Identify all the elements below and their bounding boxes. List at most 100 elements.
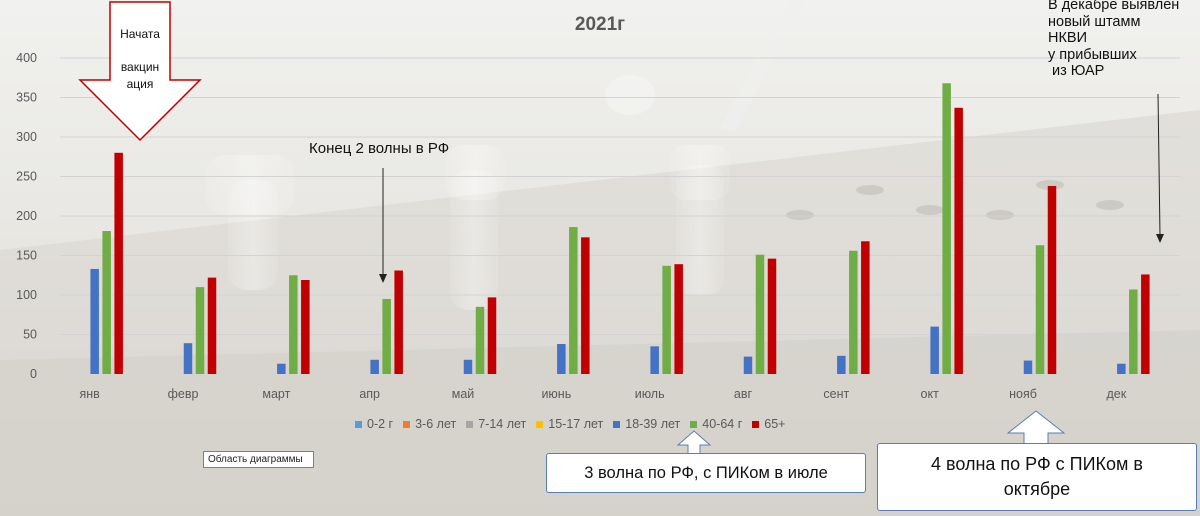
legend-label: 15-17 лет — [548, 417, 604, 431]
y-tick-label: 300 — [16, 130, 37, 144]
y-tick-label: 0 — [30, 367, 37, 381]
bar-4064-5 — [569, 227, 578, 374]
bar-1839-8 — [837, 355, 846, 374]
bar-65+-2 — [301, 279, 310, 374]
bar-4064-1 — [195, 287, 205, 374]
bar-4064-7 — [755, 254, 765, 374]
x-tick-label: апр — [359, 387, 380, 401]
vaccination-label-line2: вакцин — [121, 60, 159, 74]
december-note-line5: из ЮАР — [1048, 63, 1105, 79]
legend-swatch — [466, 420, 474, 428]
bar-65+-5 — [581, 237, 590, 374]
legend-swatch — [355, 420, 362, 428]
bar-65+-10 — [1047, 185, 1057, 374]
bar-4064-10 — [1035, 245, 1045, 374]
bar-4064-3 — [382, 298, 391, 374]
bar-1839-7 — [743, 356, 753, 374]
x-tick-label: янв — [80, 387, 101, 401]
fourth-wave-callout[interactable]: 4 волна по РФ с ПИКом в октябре — [877, 443, 1197, 511]
fourth-wave-up-arrow — [1006, 410, 1066, 445]
x-tick-label: авг — [734, 387, 753, 401]
bar-65+-0 — [114, 152, 123, 374]
bar-4064-2 — [289, 275, 298, 374]
fourth-wave-line1: 4 волна по РФ с ПИКом в — [930, 454, 1143, 474]
y-tick-label: 250 — [16, 170, 37, 184]
legend-item: 18-39 лет — [613, 415, 680, 433]
legend-item: 40-64 г — [690, 415, 742, 433]
bar-1839-6 — [650, 346, 659, 374]
december-note-line1: В декабре выявлен — [1048, 0, 1180, 13]
x-tick-label: июнь — [541, 387, 571, 401]
bar-65+-9 — [954, 107, 963, 375]
bar-65+-8 — [861, 241, 870, 374]
bar-65+-11 — [1141, 274, 1150, 374]
december-note-line4: у прибывших — [1048, 46, 1137, 63]
legend-label: 7-14 лет — [478, 417, 527, 431]
december-arrow — [1156, 93, 1164, 243]
y-tick-label: 50 — [23, 328, 37, 342]
bar-1839-3 — [370, 359, 379, 374]
vaccination-start-arrow: Начата вакцин ация — [78, 1, 202, 142]
fourth-wave-line2: октябре — [1003, 479, 1071, 499]
chart-title: 2021г — [574, 14, 626, 35]
bar-4064-8 — [849, 250, 858, 374]
vaccination-label-line3: ация — [127, 77, 154, 91]
x-tick-label: май — [452, 387, 475, 401]
third-wave-callout[interactable]: 3 волна по РФ, с ПИКом в июле — [546, 453, 866, 493]
bar-1839-1 — [183, 343, 193, 374]
x-tick-label: дек — [1106, 387, 1126, 401]
gridlines — [60, 57, 1180, 375]
bar-65+-7 — [767, 258, 777, 374]
y-tick-label: 350 — [16, 91, 37, 105]
x-tick-label: окт — [921, 387, 940, 401]
legend-item: 0-2 г — [355, 415, 393, 433]
x-tick-label: июль — [635, 387, 665, 401]
legend-swatch — [690, 420, 698, 428]
y-tick-label: 200 — [16, 209, 37, 223]
y-axis-tick-labels: 0 50 100 150 200 250 300 350 400 — [16, 51, 37, 381]
bar-65+-1 — [207, 277, 217, 374]
legend-label: 0-2 г — [367, 417, 394, 431]
legend-label: 65+ — [764, 417, 786, 431]
end-second-wave-label: Конец 2 волны в РФ — [309, 140, 450, 157]
x-tick-label: сент — [823, 387, 849, 401]
bar-65+-4 — [487, 297, 497, 374]
x-tick-label: нояб — [1009, 387, 1037, 401]
x-axis-tick-labels: янв февр март апр май июнь июль авг сент окт нояб д… — [80, 387, 1127, 401]
chart-legend: 0-2 г 3-6 лет 7-14 лет 15-17 лет 18-39 лет 40… — [355, 415, 786, 433]
y-tick-label: 400 — [16, 51, 37, 65]
legend-item: 3-6 лет — [403, 415, 456, 433]
x-tick-label: март — [262, 387, 290, 401]
bars — [90, 83, 1150, 375]
bar-4064-6 — [662, 265, 671, 374]
december-strain-note: В декабре выявлен новый штамм НКВИ у при… — [1048, 0, 1198, 80]
bar-65+-6 — [674, 264, 683, 374]
legend-swatch — [403, 420, 411, 428]
legend-label: 40-64 г — [702, 417, 743, 431]
bar-1839-4 — [463, 359, 473, 374]
bar-4064-0 — [102, 231, 111, 374]
legend-swatch — [752, 420, 760, 428]
end-second-wave-arrow — [379, 168, 387, 283]
legend-swatch — [613, 420, 621, 428]
bar-1839-5 — [557, 343, 566, 374]
third-wave-up-arrow — [676, 430, 712, 455]
december-note-line2: новый штамм — [1048, 13, 1141, 30]
bar-1839-10 — [1023, 360, 1033, 374]
chart-area-tooltip: Область диаграммы — [203, 451, 314, 468]
y-tick-label: 100 — [16, 288, 37, 302]
legend-item: 65+ — [752, 415, 786, 433]
x-tick-label: февр — [168, 387, 199, 401]
legend-label: 3-6 лет — [415, 417, 457, 431]
bar-65+-3 — [394, 270, 403, 374]
bar-4064-4 — [475, 306, 485, 374]
legend-swatch — [536, 420, 544, 428]
bar-4064-11 — [1129, 289, 1138, 374]
december-note-line3: НКВИ — [1048, 30, 1088, 46]
legend-label: 18-39 лет — [625, 417, 681, 431]
legend-item: 7-14 лет — [466, 415, 526, 433]
bar-1839-2 — [277, 363, 286, 374]
bar-4064-9 — [942, 83, 951, 374]
bar-1839-9 — [930, 326, 939, 374]
